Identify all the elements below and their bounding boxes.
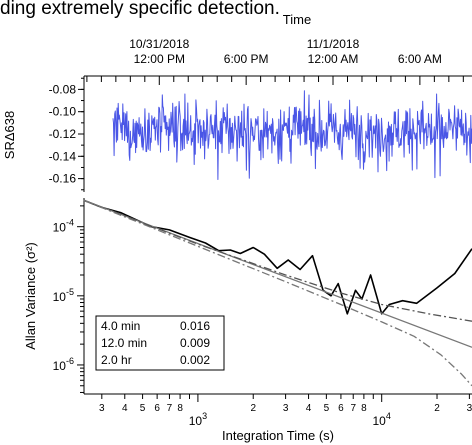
av-x-minor-label: 5 xyxy=(324,403,330,414)
av-x-minor-label: 4 xyxy=(122,403,128,414)
sr-tick-label: -0.12 xyxy=(49,127,77,141)
legend-label-2: 12.0 min xyxy=(101,336,147,350)
av-x-minor-label: 4 xyxy=(306,403,312,414)
av-x-minor-label: 6 xyxy=(154,403,160,414)
time-axis-title: Time xyxy=(283,12,311,27)
sr-tick-label: -0.08 xyxy=(49,82,77,96)
av-y-tick-base: 10 xyxy=(53,221,67,235)
legend-label-1: 4.0 min xyxy=(101,319,140,333)
av-x-minor-label: 7 xyxy=(350,403,356,414)
av-y-tick-exp: -4 xyxy=(66,218,74,228)
av-x-tick-exp: 3 xyxy=(202,411,207,421)
time-tick-date-2: 11/1/2018 xyxy=(307,37,360,51)
sr-tick-label: -0.16 xyxy=(49,172,77,186)
av-x-minor-label: 7 xyxy=(167,403,173,414)
av-x-axis-title: Integration Time (s) xyxy=(222,428,334,443)
time-axis-ticks xyxy=(86,76,464,85)
legend-value-2: 0.009 xyxy=(180,336,210,350)
av-series-2 xyxy=(83,199,472,322)
time-tick-clock-0: 12:00 PM xyxy=(134,52,185,66)
av-x-minor-label: 8 xyxy=(177,403,183,414)
av-x-minor-label: 3 xyxy=(283,403,289,414)
av-y-ticks: 10-410-510-6 xyxy=(53,205,84,393)
av-x-tick-label: 104 xyxy=(373,411,391,428)
av-x-tick-label: 103 xyxy=(189,411,207,428)
av-y-axis-title: Allan Variance (σ²) xyxy=(23,242,38,350)
av-x-minor-label: 2 xyxy=(434,403,440,414)
caption-fragment: ding extremely specific detection. xyxy=(0,0,280,19)
legend-value-3: 0.002 xyxy=(180,353,210,367)
av-y-tick-label: 10-4 xyxy=(53,218,74,235)
av-series-0 xyxy=(83,199,472,315)
av-y-tick-label: 10-6 xyxy=(53,356,74,373)
av-y-tick-base: 10 xyxy=(53,359,67,373)
legend-label-3: 2.0 hr xyxy=(101,353,132,367)
av-x-tick-base: 10 xyxy=(189,414,203,428)
av-series xyxy=(83,199,472,387)
time-tick-clock-2: 12:00 AM xyxy=(308,52,359,66)
sr-tick-label: -0.14 xyxy=(49,149,77,163)
av-x-tick-exp: 4 xyxy=(386,411,391,421)
sr-axis-ticks: -0.08 -0.10 -0.12 -0.14 -0.16 xyxy=(49,77,84,191)
av-y-tick-base: 10 xyxy=(53,290,67,304)
av-y-tick-exp: -6 xyxy=(66,356,74,366)
av-y-tick-exp: -5 xyxy=(66,287,74,297)
av-x-minor-label: 6 xyxy=(338,403,344,414)
time-tick-clock-3: 6:00 AM xyxy=(398,52,442,66)
sr-tick-label: -0.10 xyxy=(49,105,77,119)
av-x-minor-label: 8 xyxy=(361,403,367,414)
time-tick-date-0: 10/31/2018 xyxy=(129,37,189,51)
av-x-minor-label: 3 xyxy=(99,403,105,414)
time-tick-clock-1: 6:00 PM xyxy=(224,52,269,66)
sr-axis-title: SRΔ638 xyxy=(2,111,17,159)
av-y-axis-title-text: Allan Variance (σ²) xyxy=(23,242,38,350)
legend-frame xyxy=(95,315,225,371)
av-x-minor-label: 5 xyxy=(140,403,146,414)
legend-value-1: 0.016 xyxy=(180,319,210,333)
av-series-3 xyxy=(83,199,472,387)
av-x-minor-label: 2 xyxy=(250,403,256,414)
av-y-tick-label: 10-5 xyxy=(53,287,74,304)
av-x-tick-base: 10 xyxy=(373,414,387,428)
sr-series-line xyxy=(112,90,472,180)
av-x-minor-label: 3 xyxy=(467,403,472,414)
legend-box: 4.0 min 0.016 12.0 min 0.009 2.0 hr 0.00… xyxy=(95,315,225,371)
